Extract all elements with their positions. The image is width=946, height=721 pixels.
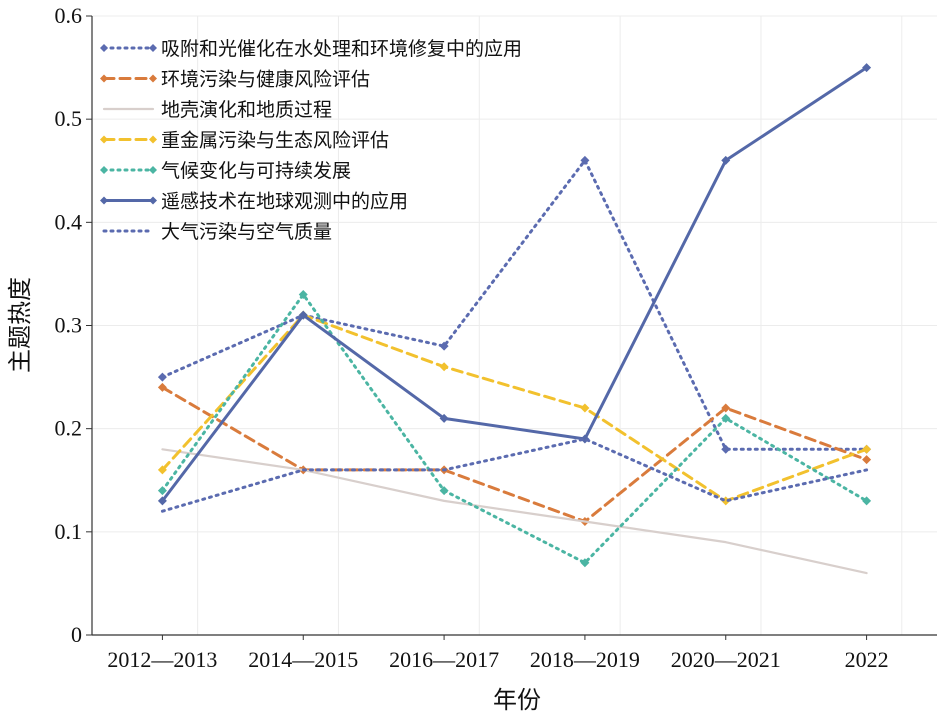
data-point	[862, 496, 872, 506]
y-tick-label: 0.4	[55, 209, 83, 234]
y-tick-label: 0	[71, 622, 82, 647]
legend-label: 遥感技术在地球观测中的应用	[161, 191, 408, 213]
legend-swatch-marker	[100, 135, 108, 144]
series-line	[161, 448, 868, 575]
data-point	[439, 486, 449, 496]
y-tick-label: 0.5	[55, 106, 83, 131]
series-line	[160, 66, 869, 503]
legend-swatch-marker	[149, 166, 157, 174]
data-point	[580, 558, 590, 568]
x-tick-label: 2012—2013	[107, 647, 217, 672]
y-axis-title: 主题热度	[6, 277, 34, 373]
legend-label: 地壳演化和地质过程	[161, 99, 332, 121]
data-point	[439, 413, 449, 423]
legend-label: 环境污染与健康风险评估	[161, 69, 370, 91]
data-point	[157, 382, 167, 392]
data-point	[862, 63, 872, 73]
series-line	[160, 437, 869, 513]
legend-label: 气候变化与可持续发展	[161, 160, 351, 182]
legend-label: 吸附和光催化在水处理和环境修复中的应用	[161, 38, 522, 60]
x-tick-label: 2018—2019	[530, 647, 640, 672]
data-point	[721, 413, 731, 423]
legend-swatch-marker	[100, 44, 108, 52]
data-point	[721, 403, 731, 413]
x-tick-label: 2016—2017	[389, 647, 499, 672]
legend-swatch-marker	[149, 196, 157, 205]
data-point	[157, 372, 167, 382]
data-point	[157, 496, 167, 506]
y-tick-label: 0.1	[55, 519, 83, 544]
data-point	[721, 155, 731, 165]
grid-lines	[92, 15, 937, 635]
data-point	[580, 403, 590, 413]
data-point	[157, 465, 167, 475]
data-point	[157, 486, 167, 496]
legend-swatch-marker	[100, 196, 108, 205]
y-tick-label: 0.6	[55, 3, 83, 28]
data-point	[298, 310, 308, 320]
legend-swatch-marker	[149, 44, 157, 52]
data-point	[298, 290, 308, 300]
series-line	[160, 293, 869, 565]
legend-swatch-marker	[100, 74, 108, 83]
legend-swatch-marker	[149, 135, 157, 144]
x-tick-label: 2020—2021	[671, 647, 781, 672]
x-axis-title: 年份	[493, 686, 541, 714]
series-line	[160, 385, 869, 524]
series-line	[160, 313, 869, 503]
data-point	[580, 155, 590, 165]
data-point	[439, 362, 449, 372]
y-tick-label: 0.3	[55, 313, 83, 338]
data-point	[721, 444, 731, 454]
y-tick-label: 0.2	[55, 416, 83, 441]
legend: 吸附和光催化在水处理和环境修复中的应用环境污染与健康风险评估地壳演化和地质过程重…	[100, 38, 522, 243]
legend-label: 大气污染与空气质量	[161, 221, 332, 243]
x-tick-label: 2022	[845, 647, 889, 672]
legend-swatch-marker	[149, 74, 157, 83]
axes: 0 0.1 0.2 0.3 0.4 0.5 0.6 2012—2013 2014—2015 201…	[55, 3, 937, 672]
data-point	[862, 444, 872, 454]
legend-swatch-marker	[100, 166, 108, 174]
series-group	[157, 63, 872, 575]
data-point	[862, 455, 872, 465]
data-point	[439, 341, 449, 351]
legend-label: 重金属污染与生态风险评估	[161, 130, 389, 152]
x-tick-label: 2014—2015	[248, 647, 358, 672]
